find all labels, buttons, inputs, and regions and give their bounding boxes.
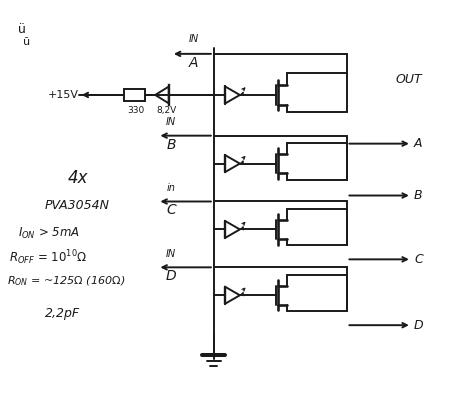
Text: A: A [189, 56, 198, 70]
Text: B: B [166, 138, 176, 152]
Text: A: A [414, 137, 423, 150]
Text: OUT: OUT [396, 73, 423, 86]
Text: PVA3054N: PVA3054N [45, 199, 110, 212]
Bar [124, 89, 145, 101]
Text: IN: IN [166, 249, 176, 259]
Text: IN: IN [166, 117, 176, 127]
Text: IN: IN [189, 34, 198, 44]
Text: 4x: 4x [68, 168, 88, 187]
Text: 330: 330 [127, 106, 144, 115]
Text: +15V: +15V [48, 90, 79, 100]
Text: B: B [414, 189, 423, 202]
Text: D: D [414, 319, 423, 332]
Text: 2,2pF: 2,2pF [45, 307, 80, 320]
Text: $I_{ON}$ > 5mA: $I_{ON}$ > 5mA [18, 226, 80, 241]
Text: D: D [166, 269, 176, 283]
Text: C: C [414, 253, 423, 266]
Text: ũ: ũ [22, 37, 30, 47]
Text: in: in [166, 183, 176, 193]
Text: ü: ü [18, 24, 26, 36]
Text: C: C [166, 203, 176, 217]
Text: $R_{OFF}$ = $10^{10}$$\Omega$: $R_{OFF}$ = $10^{10}$$\Omega$ [9, 248, 87, 267]
Text: 8,2V: 8,2V [157, 106, 177, 115]
Text: $R_{ON}$ = ~125$\Omega$ (160$\Omega$): $R_{ON}$ = ~125$\Omega$ (160$\Omega$) [7, 275, 125, 288]
